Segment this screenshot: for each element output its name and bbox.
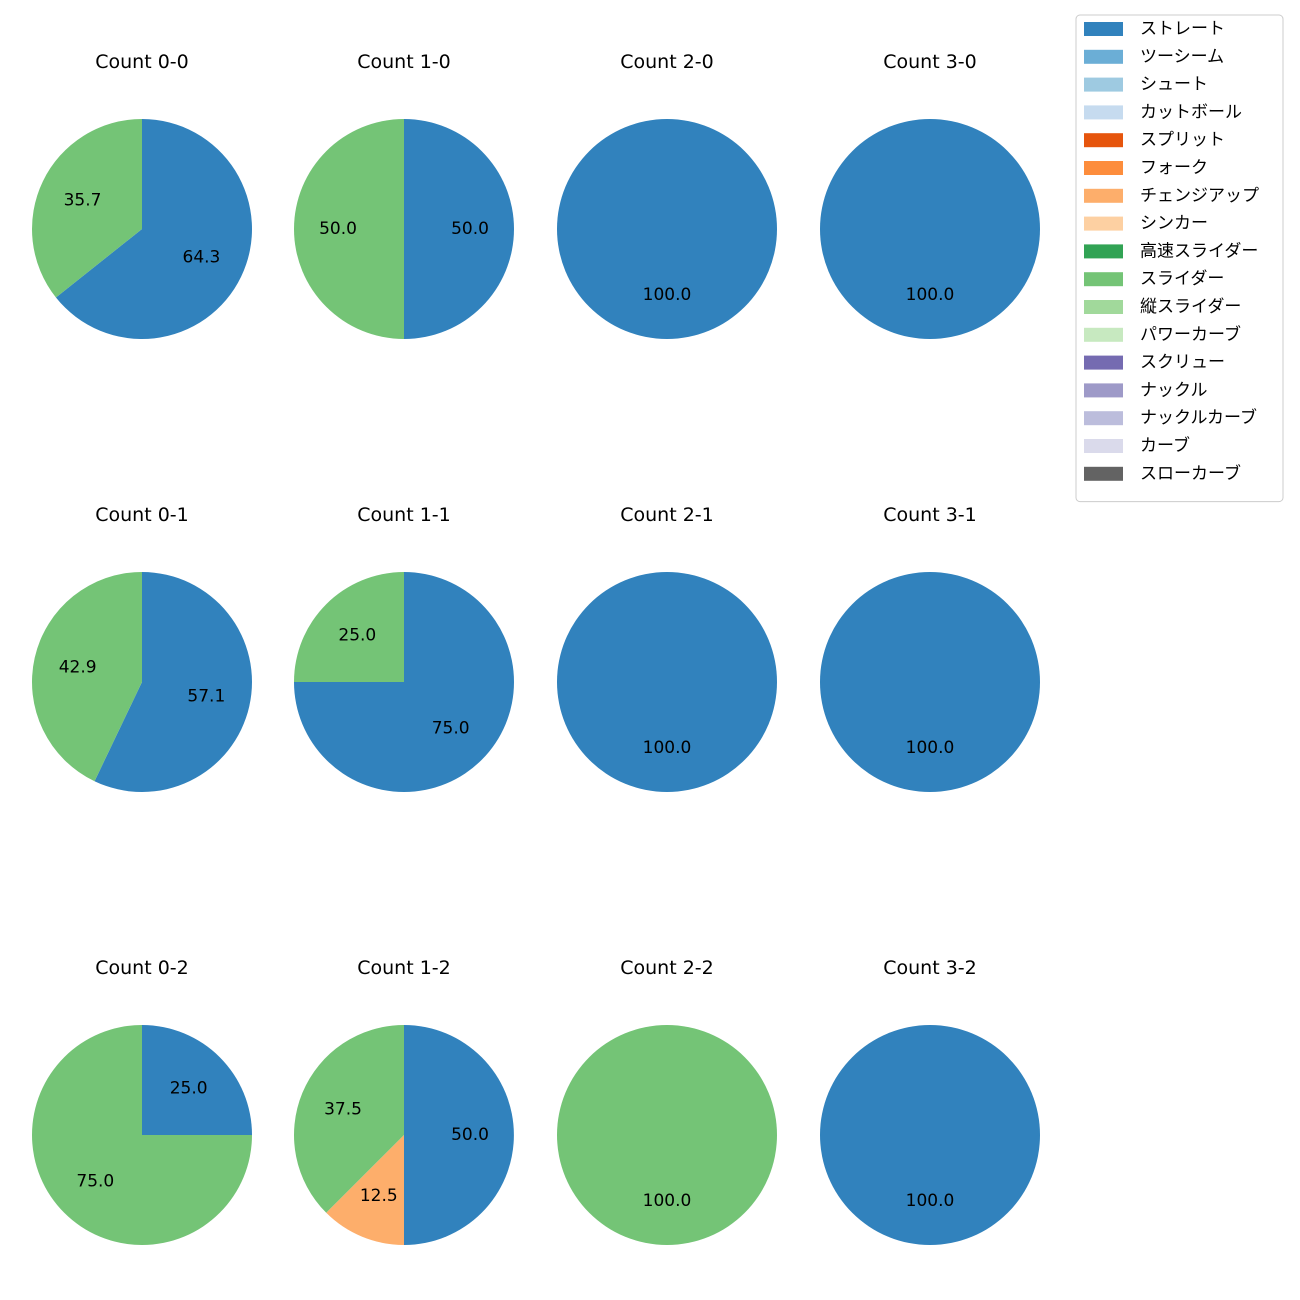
legend-label: スライダー xyxy=(1140,269,1224,289)
legend: ストレートツーシームシュートカットボールスプリットフォークチェンジアップシンカー… xyxy=(1075,14,1284,503)
slice-label: 100.0 xyxy=(906,285,955,305)
pie-count-1-1: Count 1-1 75.0 25.0 xyxy=(294,504,514,792)
pie-title: Count 0-1 xyxy=(95,504,189,526)
pie-count-1-2: Count 1-2 50.0 12.5 37.5 xyxy=(294,957,514,1245)
legend-swatch xyxy=(1084,327,1123,342)
pie-slice xyxy=(820,1025,1040,1245)
legend-label: チェンジアップ xyxy=(1140,186,1259,206)
legend-swatch xyxy=(1084,105,1123,120)
slice-label: 75.0 xyxy=(432,719,470,739)
legend-label: ナックル xyxy=(1140,380,1208,400)
legend-label: フォーク xyxy=(1140,158,1208,178)
pie-count-0-0: Count 0-0 64.3 35.7 xyxy=(31,51,252,339)
legend-frame xyxy=(1075,14,1284,503)
slice-label: 100.0 xyxy=(906,1191,955,1211)
legend-swatch xyxy=(1084,466,1123,481)
pie-title: Count 3-0 xyxy=(883,51,977,73)
pie-slice xyxy=(557,572,777,792)
legend-swatch xyxy=(1084,161,1123,175)
legend-swatch xyxy=(1084,216,1123,231)
slice-label: 35.7 xyxy=(64,190,102,210)
slice-label: 75.0 xyxy=(76,1172,114,1192)
pie-slice xyxy=(820,119,1040,339)
slice-label: 100.0 xyxy=(643,285,692,305)
slice-label: 64.3 xyxy=(183,248,221,268)
pie-slice xyxy=(326,1135,404,1245)
legend-swatch xyxy=(1084,22,1123,36)
slice-label: 50.0 xyxy=(451,219,489,239)
pie-count-2-1: Count 2-1 100.0 xyxy=(557,504,777,792)
pie-title: Count 0-0 xyxy=(95,51,189,73)
pie-slice xyxy=(404,119,514,339)
legend-label: シュート xyxy=(1140,75,1208,95)
legend-swatch xyxy=(1084,77,1123,92)
legend-swatch xyxy=(1084,244,1123,259)
legend-label: スクリュー xyxy=(1140,353,1225,373)
legend-swatch xyxy=(1084,383,1123,398)
legend-label: 縦スライダー xyxy=(1140,297,1241,317)
pie-slice xyxy=(820,572,1040,792)
legend-swatch xyxy=(1084,49,1123,64)
pie-title: Count 3-2 xyxy=(883,957,977,979)
slice-label: 25.0 xyxy=(170,1078,208,1098)
pie-slice xyxy=(294,1025,404,1213)
pie-count-0-2: Count 0-2 25.0 75.0 xyxy=(32,957,252,1245)
legend-label: 高速スライダー xyxy=(1140,241,1258,261)
pie-slice xyxy=(294,119,404,339)
pie-title: Count 2-2 xyxy=(620,957,714,979)
legend-swatch xyxy=(1084,133,1123,148)
legend-label: パワーカーブ xyxy=(1140,324,1241,345)
legend-label: ストレート xyxy=(1140,19,1225,39)
legend-swatch xyxy=(1084,300,1123,314)
legend-label: スローカーブ xyxy=(1140,463,1241,484)
pie-title: Count 3-1 xyxy=(883,504,977,526)
slice-label: 50.0 xyxy=(319,219,357,239)
pie-count-0-1: Count 0-1 57.1 42.9 xyxy=(31,504,253,792)
pie-slice xyxy=(32,1025,252,1245)
legend-label: スプリット xyxy=(1140,130,1225,150)
pie-slice xyxy=(94,572,253,792)
pie-title: Count 1-2 xyxy=(357,957,451,979)
pie-title: Count 2-0 xyxy=(620,51,714,73)
pie-slice xyxy=(142,1025,252,1135)
legend-label: ナックルカーブ xyxy=(1140,407,1257,428)
legend-swatch xyxy=(1084,439,1123,453)
pie-slice xyxy=(31,572,143,782)
slice-label: 50.0 xyxy=(451,1125,489,1145)
slice-label: 100.0 xyxy=(643,1191,692,1211)
legend-swatch xyxy=(1084,355,1123,370)
pie-count-3-1: Count 3-1 100.0 xyxy=(820,504,1040,792)
legend-swatch xyxy=(1084,411,1123,426)
pie-title: Count 1-0 xyxy=(357,51,451,73)
pie-slice xyxy=(557,1025,777,1245)
slice-label: 100.0 xyxy=(906,738,955,758)
slice-label: 57.1 xyxy=(187,687,225,707)
slice-label: 100.0 xyxy=(643,738,692,758)
pie-count-2-2: Count 2-2 100.0 xyxy=(557,957,777,1245)
legend-label: シンカー xyxy=(1140,214,1208,234)
pie-count-3-0: Count 3-0 100.0 xyxy=(820,51,1040,339)
pie-count-3-2: Count 3-2 100.0 xyxy=(820,957,1040,1245)
legend-swatch xyxy=(1084,188,1123,203)
pie-title: Count 0-2 xyxy=(95,957,189,979)
pie-slice xyxy=(55,119,252,339)
slice-label: 25.0 xyxy=(338,625,376,645)
pie-slice xyxy=(294,572,404,682)
pie-count-2-0: Count 2-0 100.0 xyxy=(557,51,777,339)
slice-label: 42.9 xyxy=(59,657,97,677)
pie-count-1-0: Count 1-0 50.0 50.0 xyxy=(294,51,514,339)
pie-slice xyxy=(557,119,777,339)
slice-label: 12.5 xyxy=(360,1186,398,1206)
legend-label: カーブ xyxy=(1140,435,1190,456)
legend-label: ツーシーム xyxy=(1140,47,1224,67)
pie-title: Count 1-1 xyxy=(357,504,451,526)
legend-label: カットボール xyxy=(1140,102,1242,122)
pie-slice xyxy=(404,1025,514,1245)
slice-label: 37.5 xyxy=(324,1100,362,1120)
pie-title: Count 2-1 xyxy=(620,504,714,526)
pie-slice xyxy=(31,119,142,298)
legend-swatch xyxy=(1084,272,1123,287)
